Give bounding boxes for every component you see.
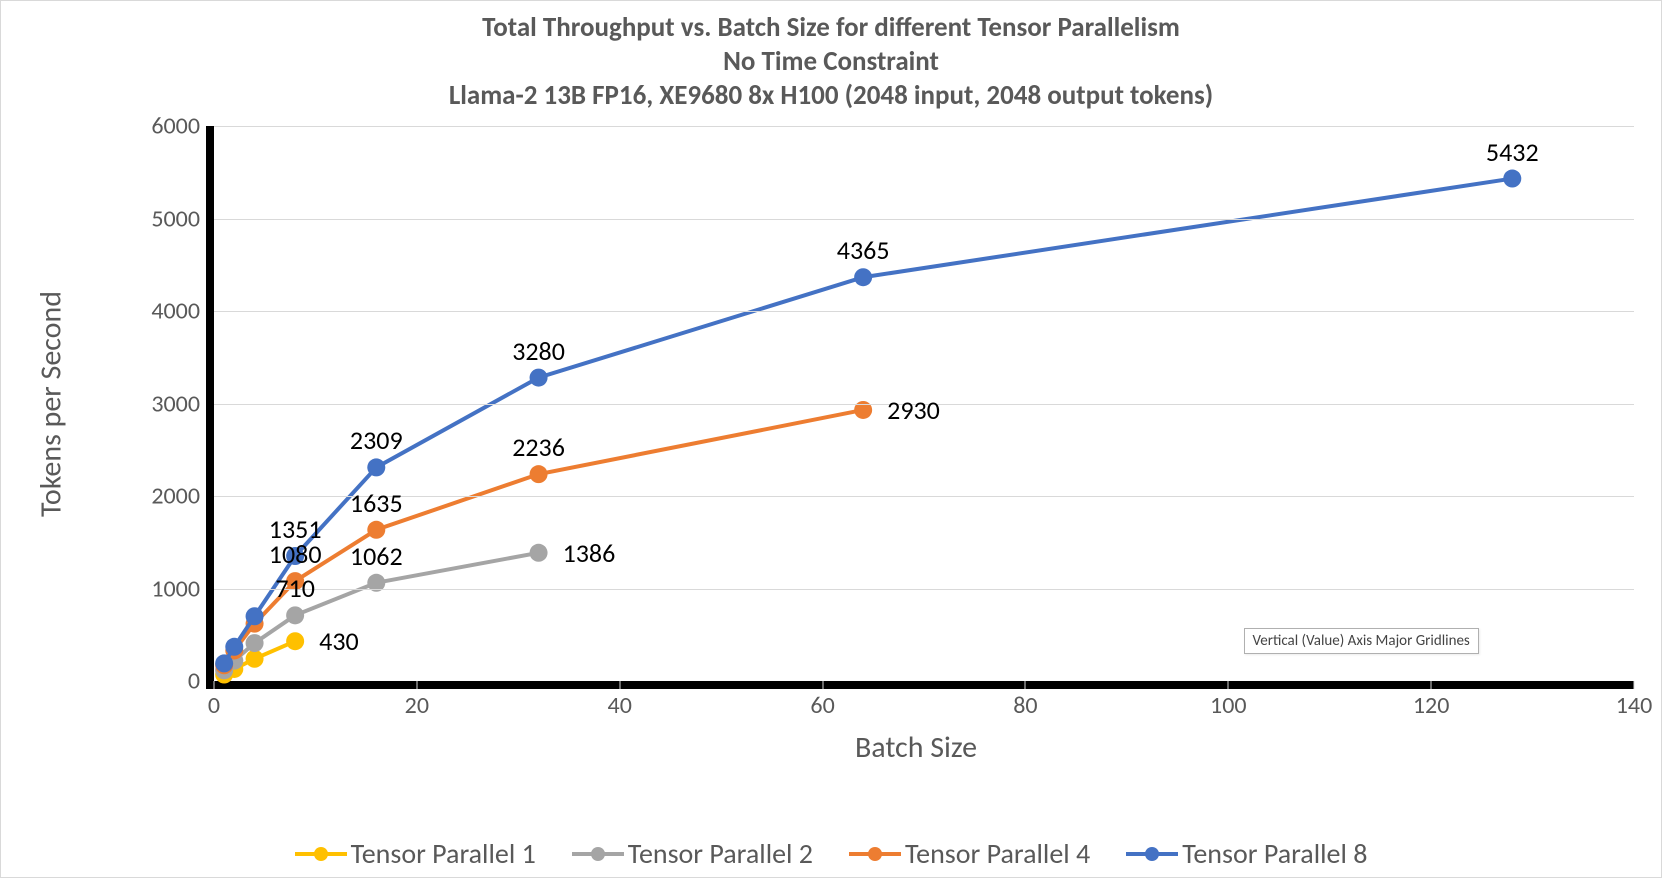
data-point-marker: [1503, 170, 1521, 188]
data-point-marker: [286, 632, 304, 650]
gridline-y: [214, 496, 1634, 497]
data-label: 5432: [1486, 139, 1539, 165]
data-label: 2236: [512, 434, 565, 460]
legend-swatch: [295, 844, 347, 864]
tooltip-text: Vertical (Value) Axis Major Gridlines: [1253, 632, 1470, 650]
legend-swatch: [849, 844, 901, 864]
title-line-2: No Time Constraint: [1, 45, 1661, 79]
data-point-marker: [246, 607, 264, 625]
gridline-tooltip: Vertical (Value) Axis Major Gridlines: [1244, 628, 1479, 654]
data-point-marker: [225, 638, 243, 656]
plot-area: Vertical (Value) Axis Major Gridlines 01…: [206, 126, 1634, 689]
data-point-marker: [530, 465, 548, 483]
gridline-y: [214, 311, 1634, 312]
y-tick-label: 6000: [151, 112, 214, 141]
data-point-marker: [367, 521, 385, 539]
y-tick-label: 1000: [151, 574, 214, 603]
data-label: 2930: [887, 397, 940, 423]
data-label: 1386: [563, 540, 616, 566]
data-label: 1635: [350, 490, 403, 516]
data-point-marker: [286, 606, 304, 624]
y-tick-label: 2000: [151, 482, 214, 511]
y-tick-label: 5000: [151, 204, 214, 233]
data-point-marker: [215, 654, 233, 672]
data-label: 4365: [837, 237, 890, 263]
gridline-y: [214, 589, 1634, 590]
x-tick-label: 0: [208, 681, 220, 720]
legend-label: Tensor Parallel 8: [1182, 836, 1367, 871]
legend-item: Tensor Parallel 8: [1126, 836, 1367, 871]
legend: Tensor Parallel 1 Tensor Parallel 2 Tensor…: [1, 836, 1661, 871]
x-tick-label: 60: [810, 681, 834, 720]
data-point-marker: [530, 369, 548, 387]
x-tick-label: 100: [1210, 681, 1247, 720]
x-tick-label: 20: [405, 681, 429, 720]
x-tick-label: 120: [1413, 681, 1450, 720]
data-point-marker: [530, 544, 548, 562]
data-point-marker: [854, 268, 872, 286]
x-tick-label: 80: [1013, 681, 1037, 720]
legend-label: Tensor Parallel 1: [351, 836, 536, 871]
legend-item: Tensor Parallel 4: [849, 836, 1090, 871]
x-tick-label: 40: [608, 681, 632, 720]
title-line-3: Llama-2 13B FP16, XE9680 8x H100 (2048 i…: [1, 79, 1661, 113]
data-label: 430: [319, 628, 359, 654]
data-label: 710: [275, 575, 315, 601]
title-line-1: Total Throughput vs. Batch Size for diff…: [1, 11, 1661, 45]
chart-container: Total Throughput vs. Batch Size for diff…: [0, 0, 1662, 878]
data-point-marker: [246, 634, 264, 652]
y-tick-label: 3000: [151, 389, 214, 418]
x-axis-title: Batch Size: [855, 729, 977, 766]
gridline-y: [214, 219, 1634, 220]
legend-item: Tensor Parallel 1: [295, 836, 536, 871]
legend-swatch: [1126, 844, 1178, 864]
legend-label: Tensor Parallel 4: [905, 836, 1090, 871]
data-label: 1062: [350, 543, 403, 569]
legend-label: Tensor Parallel 2: [628, 836, 813, 871]
legend-item: Tensor Parallel 2: [572, 836, 813, 871]
y-axis-title: Tokens per Second: [33, 290, 70, 516]
legend-swatch: [572, 844, 624, 864]
data-point-marker: [246, 650, 264, 668]
chart-title: Total Throughput vs. Batch Size for diff…: [1, 11, 1661, 112]
data-label: 2309: [350, 427, 403, 453]
data-label: 1351: [269, 516, 322, 542]
gridline-y: [214, 126, 1634, 127]
x-tick-label: 140: [1616, 681, 1653, 720]
y-tick-label: 4000: [151, 297, 214, 326]
data-point-marker: [367, 458, 385, 476]
data-label: 3280: [512, 338, 565, 364]
